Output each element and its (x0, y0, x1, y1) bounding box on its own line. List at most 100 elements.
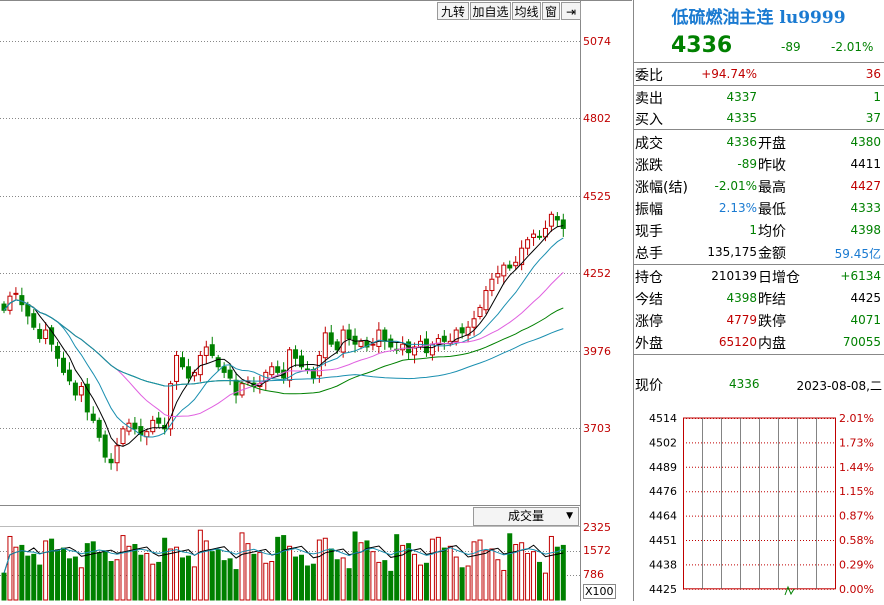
tick-right-label: 1.15% (839, 485, 874, 498)
volume-axis-label: 1572 (583, 544, 611, 557)
volume-bar (501, 569, 507, 601)
volume-bar (90, 541, 96, 601)
volume-bar (138, 554, 144, 601)
volume-bar (49, 538, 55, 601)
volume-bar (174, 546, 180, 601)
volume-bar (394, 534, 400, 601)
candle-body (37, 328, 43, 340)
volume-bar (548, 535, 554, 601)
intraday-chart[interactable]: 4514 2.01% 4502 1.73% 4489 1.44% 4476 1.15% 4464… (633, 410, 884, 601)
candle-body (90, 413, 96, 421)
ma-line-10 (3, 237, 564, 438)
volume-bar (7, 535, 13, 601)
tick-price-line (784, 585, 795, 596)
volume-ma-line (3, 544, 564, 574)
candle-body (519, 247, 525, 266)
volume-bar (31, 553, 37, 601)
ask-row: 卖出 4337 1 (635, 90, 881, 107)
volume-bar (483, 550, 489, 601)
candle-body (108, 458, 114, 464)
volume-bar (507, 533, 513, 601)
volume-bar (293, 556, 299, 601)
candle-body (185, 366, 191, 379)
volume-bar (180, 557, 185, 601)
volume-indicator-label: 成交量 (508, 509, 545, 523)
volume-bar (334, 559, 340, 601)
candle-body (328, 332, 334, 345)
candle-body (340, 329, 346, 353)
volume-bar (263, 562, 269, 601)
candle-body (215, 357, 221, 368)
candle-body (174, 354, 180, 382)
volume-bar (84, 543, 90, 601)
volume-bar (209, 551, 215, 601)
stat-row: 持仓 210139 日增仓 +6134 (635, 269, 881, 286)
candle-body (84, 383, 90, 413)
candle-body (477, 306, 483, 318)
kline-chart[interactable] (0, 0, 632, 601)
candle-body (459, 327, 465, 334)
volume-bar (108, 561, 114, 601)
volume-bar (370, 551, 376, 601)
volume-bar (120, 535, 126, 601)
ma-button[interactable]: 均线 (512, 2, 541, 20)
volume-bar (489, 548, 495, 601)
volume-bar (150, 563, 156, 601)
kline-chart-area[interactable]: 九转 加自选 均线 窗 ⇥ 5074 4802 4525 4252 3976 3… (0, 0, 632, 601)
price-axis-label: 4525 (583, 190, 611, 203)
volume-bar (275, 536, 281, 601)
candle-body (293, 349, 299, 359)
candle-body (412, 346, 418, 356)
volume-axis-label: 2325 (583, 521, 611, 534)
tick-right-label: 0.29% (839, 558, 874, 571)
candle-body (548, 213, 554, 227)
candle-body (168, 383, 174, 430)
candle-body (144, 431, 150, 438)
stat-row: 成交 4336 开盘 4380 (635, 135, 881, 152)
volume-bar (221, 560, 227, 601)
tick-right-label: 0.00% (839, 583, 874, 596)
volume-bar (25, 555, 31, 601)
jiuzhuan-button[interactable]: 九转 (437, 2, 469, 20)
candle-body (203, 346, 209, 356)
volume-bar (191, 566, 197, 601)
volume-bar (447, 545, 453, 601)
volume-bar (388, 570, 394, 601)
collapse-panel-icon[interactable]: ⇥ (561, 2, 581, 20)
tick-right-label: 0.58% (839, 534, 874, 547)
price-axis-label: 5074 (583, 35, 611, 48)
volume-axis-label: 786 (583, 568, 604, 581)
candle-body (233, 379, 239, 396)
price-change: -89 (781, 40, 801, 54)
candle-body (376, 329, 382, 347)
last-price: 4336 (671, 33, 733, 58)
volume-bar (316, 539, 322, 601)
volume-bar (495, 559, 501, 601)
volume-bar (19, 544, 25, 601)
tick-right-label: 2.01% (839, 412, 874, 425)
volume-bar (197, 529, 203, 601)
window-button[interactable]: 窗 (542, 2, 560, 20)
volume-bar (435, 536, 441, 601)
volume-ma-line (3, 547, 564, 574)
tick-right-label: 0.87% (839, 510, 874, 523)
candle-body (453, 329, 459, 342)
volume-bar (245, 543, 251, 601)
tick-left-label: 4489 (649, 461, 677, 474)
candle-body (13, 292, 19, 295)
volume-bar (61, 547, 66, 601)
tick-left-label: 4514 (649, 412, 677, 425)
stat-row: 总手 135,175 金额 59.45亿 (635, 245, 881, 262)
volume-bar (251, 553, 257, 601)
candle-body (102, 434, 108, 458)
candle-body (78, 386, 84, 396)
stat-row: 涨跌 -89 昨收 4411 (635, 157, 881, 174)
add-watchlist-button[interactable]: 加自选 (470, 2, 511, 20)
candle-body (435, 338, 441, 345)
candle-body (299, 355, 304, 368)
tick-left-label: 4476 (649, 485, 677, 498)
volume-bar (132, 544, 138, 601)
volume-indicator-select[interactable]: 成交量 ▼ (473, 507, 579, 526)
price-axis-label: 4252 (583, 267, 611, 280)
volume-bar (400, 544, 406, 601)
